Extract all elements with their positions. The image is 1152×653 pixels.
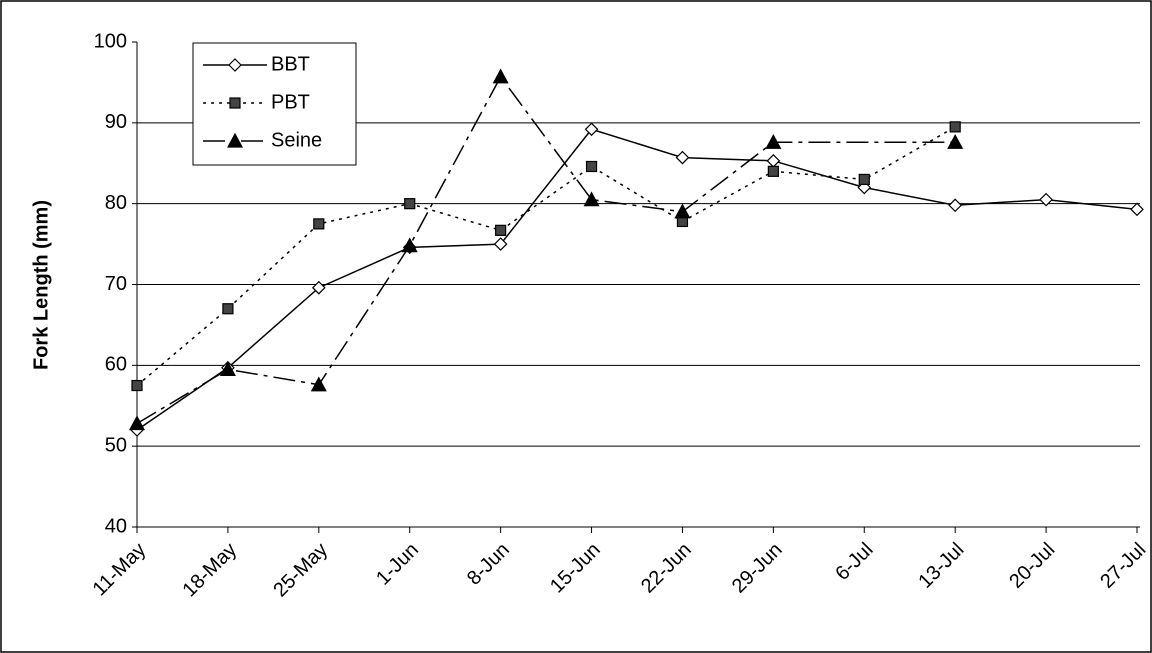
marker: [222, 303, 234, 315]
marker: [313, 218, 325, 230]
marker: [493, 237, 508, 251]
marker: [310, 376, 327, 392]
marker: [584, 122, 599, 137]
marker: [949, 121, 961, 133]
legend-label: PBT: [271, 91, 310, 113]
y-tick-label: 90: [105, 111, 127, 133]
series-line: [136, 75, 956, 425]
y-tick-label: 80: [105, 192, 127, 214]
marker: [311, 280, 326, 295]
marker: [674, 203, 691, 219]
marker: [128, 415, 146, 431]
marker: [767, 165, 779, 177]
marker: [404, 198, 416, 210]
marker: [131, 379, 143, 392]
marker: [585, 160, 598, 173]
marker: [583, 191, 600, 207]
y-tick-label: 60: [105, 354, 127, 376]
legend-marker: [228, 58, 242, 72]
marker: [401, 237, 418, 253]
marker: [947, 133, 964, 149]
marker: [858, 173, 870, 186]
marker: [492, 68, 509, 84]
legend-box: [192, 42, 357, 166]
legend-marker: [226, 132, 244, 148]
y-tick-label: 100: [94, 30, 127, 52]
marker: [1039, 192, 1053, 207]
marker: [948, 198, 963, 213]
y-tick-label: 50: [105, 434, 127, 456]
legend-label: BBT: [271, 53, 310, 75]
marker: [675, 150, 690, 165]
legend-label: Seine: [271, 129, 322, 151]
marker: [495, 224, 507, 236]
y-axis-title: Fork Length (mm): [30, 200, 52, 370]
marker: [765, 133, 782, 149]
legend-marker: [229, 97, 241, 109]
series-line: [136, 128, 1138, 431]
y-tick-label: 70: [105, 273, 127, 295]
y-tick-label: 40: [105, 515, 127, 537]
marker: [219, 361, 236, 376]
marker: [1130, 202, 1144, 217]
